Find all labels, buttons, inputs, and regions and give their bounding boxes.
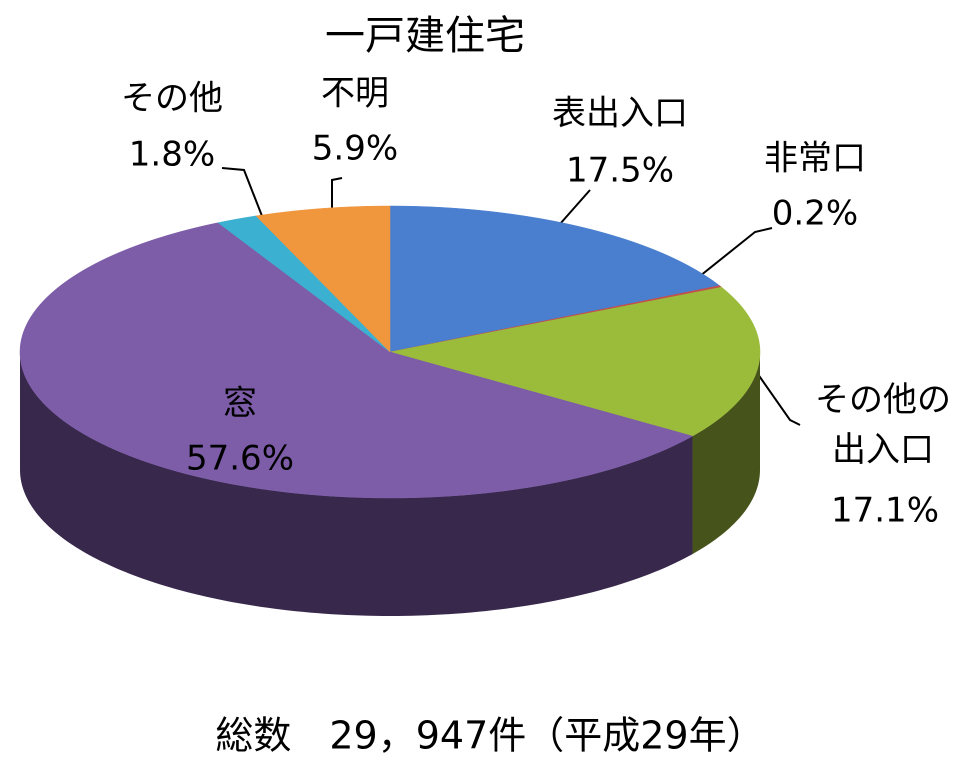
leader-line (221, 167, 263, 217)
value-label: 5.9% (312, 129, 398, 169)
value-label: 17.5% (566, 151, 674, 191)
chart-note: 総数 29，947件（平成29年） (215, 714, 764, 758)
leader-line (331, 177, 343, 212)
leader-line (754, 369, 801, 426)
pie-slice (255, 205, 391, 353)
pie-slice (389, 286, 761, 437)
pie-side (692, 352, 760, 555)
category-label: 非常口 (764, 139, 866, 179)
category-label: 表出入口 (552, 94, 688, 134)
pie-sides (20, 352, 760, 616)
value-label: 0.2% (772, 194, 858, 234)
pie-side (20, 352, 693, 616)
value-label: 17.1% (831, 491, 939, 531)
leader-line (689, 227, 773, 285)
value-label: 57.6% (186, 439, 294, 479)
leader-lines (221, 167, 801, 426)
value-label: 1.8% (129, 135, 215, 175)
data-labels: 表出入口 17.5% 非常口 0.2% 17.1% 窓 57.6% その他 1.8% 不明 5.9% (121, 74, 939, 531)
pie-slice (217, 215, 391, 353)
leader-line (559, 189, 591, 225)
chart-title: 一戸建住宅 (325, 13, 525, 59)
category-label: その他の出入口 (815, 380, 951, 470)
pie-slice (19, 222, 694, 499)
category-label: 窓 (223, 384, 257, 424)
pie-tops (19, 205, 761, 499)
pie-slice (389, 205, 721, 353)
category-label: その他 (121, 79, 223, 119)
category-label: 不明 (321, 74, 389, 114)
